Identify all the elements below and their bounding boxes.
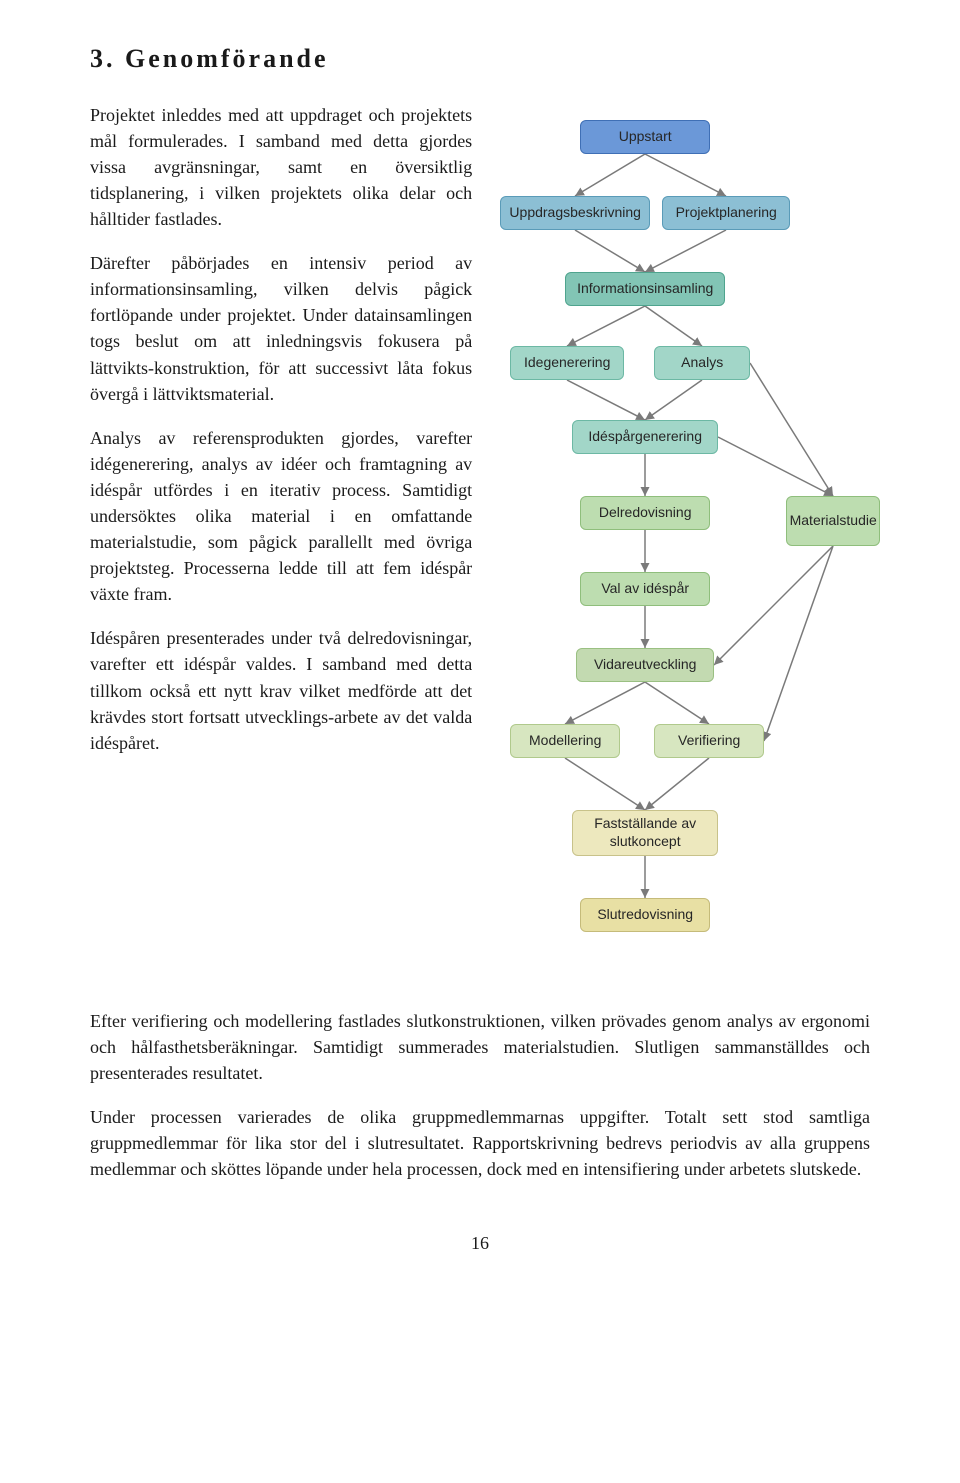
flow-arrow xyxy=(714,546,833,665)
flow-node-info: Informationsinsamling xyxy=(565,272,725,306)
section-heading: 3. Genomförande xyxy=(90,40,870,78)
flow-node-uppstart: Uppstart xyxy=(580,120,710,154)
flow-arrow xyxy=(565,682,645,724)
flow-arrow xyxy=(645,682,709,724)
flow-arrow xyxy=(645,154,726,196)
flow-arrow xyxy=(750,363,833,496)
flow-node-ide: Idegenerering xyxy=(510,346,624,380)
paragraph-4: Idéspåren presenterades under två delred… xyxy=(90,625,472,755)
text-column: Projektet inleddes med att uppdraget och… xyxy=(90,102,472,774)
flow-arrow xyxy=(567,380,645,420)
flow-arrow xyxy=(575,154,645,196)
flow-node-analys: Analys xyxy=(654,346,750,380)
flow-node-idespar: Idéspårgenerering xyxy=(572,420,718,454)
flow-node-slut: Slutredovisning xyxy=(580,898,710,932)
full-width-text: Efter verifiering och modellering fastla… xyxy=(90,1008,870,1183)
flow-arrow xyxy=(645,306,702,346)
flow-arrow xyxy=(567,306,645,346)
flow-arrow xyxy=(718,437,833,496)
paragraph-2: Därefter påbörjades en intensiv period a… xyxy=(90,250,472,407)
flow-node-model: Modellering xyxy=(510,724,620,758)
flow-arrow xyxy=(565,758,645,810)
paragraph-5: Efter verifiering och modellering fastla… xyxy=(90,1008,870,1086)
flow-node-delred: Delredovisning xyxy=(580,496,710,530)
process-flowchart: Uppstart Uppdragsbeskrivning Projektplaner… xyxy=(500,120,880,990)
flow-node-val: Val av idéspår xyxy=(580,572,710,606)
two-column-layout: Projektet inleddes med att uppdraget och… xyxy=(90,102,870,990)
flow-node-projektplan: Projektplanering xyxy=(662,196,790,230)
flow-node-vidare: Vidareutveckling xyxy=(576,648,714,682)
diagram-column: Uppstart Uppdragsbeskrivning Projektplaner… xyxy=(500,102,880,990)
flow-arrow xyxy=(575,230,645,272)
paragraph-3: Analys av referensprodukten gjordes, var… xyxy=(90,425,472,608)
flow-node-material: Materialstudie xyxy=(786,496,880,546)
paragraph-6: Under processen varierades de olika grup… xyxy=(90,1104,870,1182)
flow-arrow xyxy=(645,380,702,420)
flow-arrow xyxy=(764,546,833,741)
flow-node-verif: Verifiering xyxy=(654,724,764,758)
page-number: 16 xyxy=(90,1230,870,1256)
flow-arrow xyxy=(645,758,709,810)
flow-arrow xyxy=(645,230,726,272)
paragraph-1: Projektet inleddes med att uppdraget och… xyxy=(90,102,472,232)
flow-node-uppdrag: Uppdragsbeskrivning xyxy=(500,196,650,230)
flow-node-fast: Fastställande av slutkoncept xyxy=(572,810,718,856)
